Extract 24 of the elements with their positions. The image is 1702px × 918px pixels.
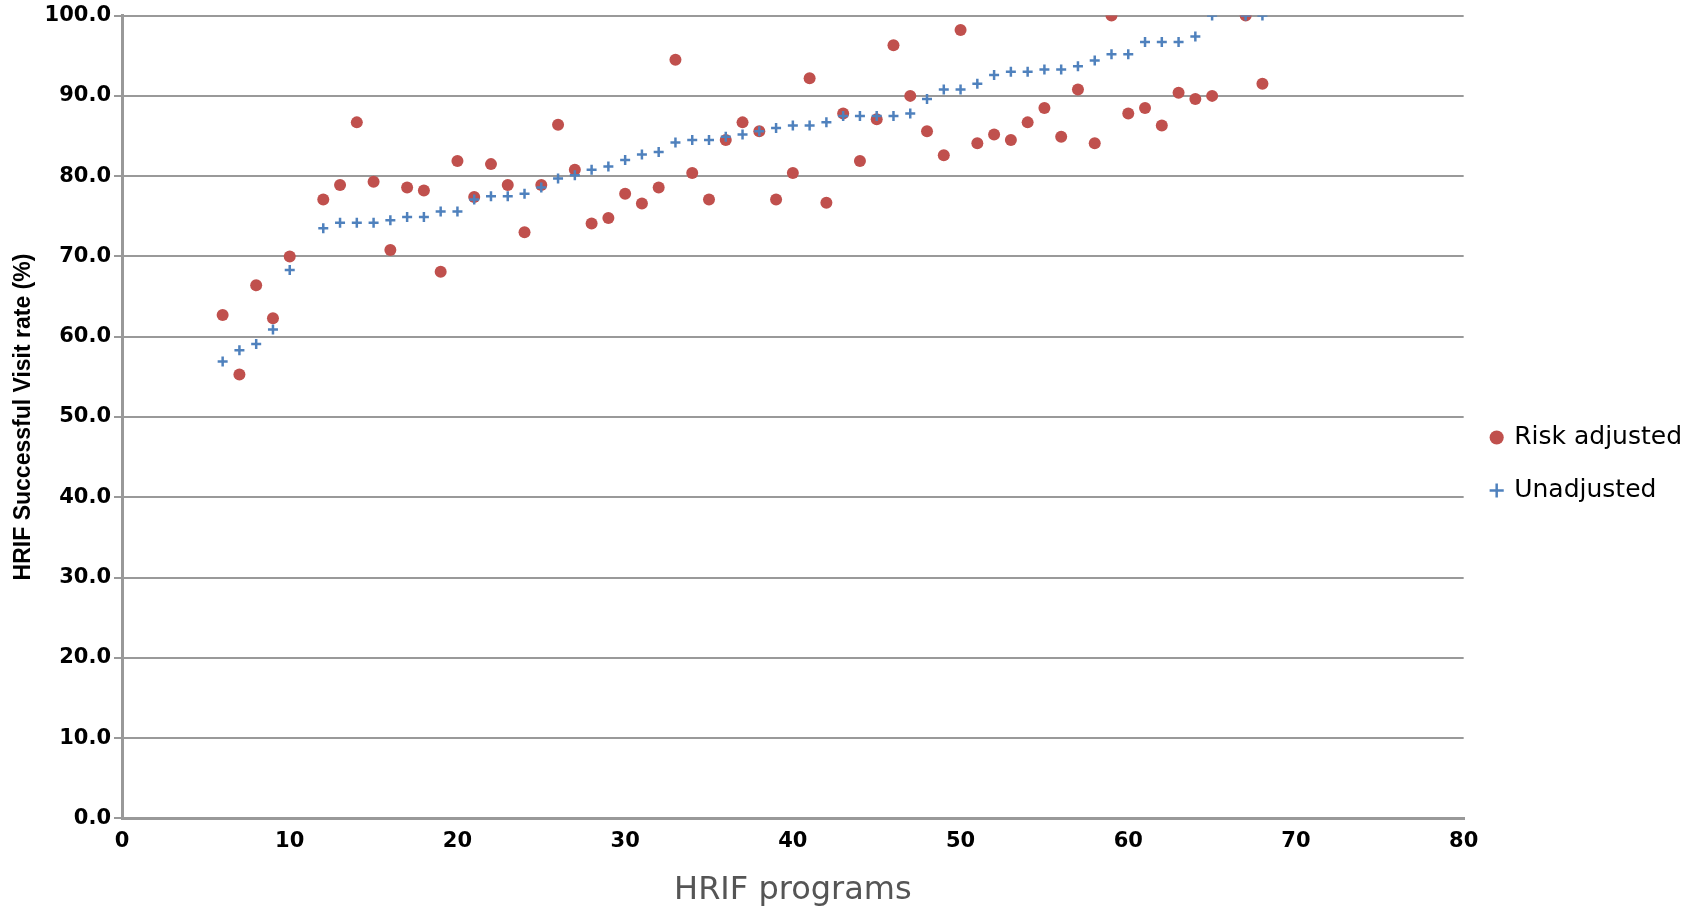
- y-tick-label: 50.0: [59, 403, 112, 428]
- y-tick-label: 80.0: [59, 162, 112, 187]
- legend-label: Risk adjusted: [1514, 421, 1683, 450]
- y-tick-label: 20.0: [59, 644, 112, 669]
- legend-label: Unadjusted: [1514, 474, 1657, 503]
- x-tick-label: 30: [610, 828, 640, 853]
- x-tick-label: 10: [275, 828, 305, 853]
- x-tick-label: 60: [1113, 828, 1143, 853]
- x-axis-title: HRIF programs: [674, 869, 912, 908]
- y-tick-label: 70.0: [59, 242, 112, 267]
- y-tick-label: 60.0: [59, 323, 112, 348]
- y-tick-label: 100.0: [44, 2, 112, 27]
- y-axis-title: HRIF Successful Visit rate (%): [9, 253, 36, 581]
- y-tick-label: 90.0: [59, 82, 112, 107]
- y-tick-label: 30.0: [59, 564, 112, 589]
- y-tick-label: 0.0: [73, 804, 112, 829]
- y-tick-label: 40.0: [59, 483, 112, 508]
- x-tick-label: 40: [778, 828, 808, 853]
- y-tick-label: 10.0: [59, 724, 112, 749]
- x-tick-label: 20: [442, 828, 473, 853]
- x-tick-label: 80: [1449, 828, 1479, 853]
- x-tick-label: 50: [945, 828, 976, 853]
- x-tick-label: 70: [1281, 828, 1311, 853]
- x-tick-label: 0: [114, 828, 130, 853]
